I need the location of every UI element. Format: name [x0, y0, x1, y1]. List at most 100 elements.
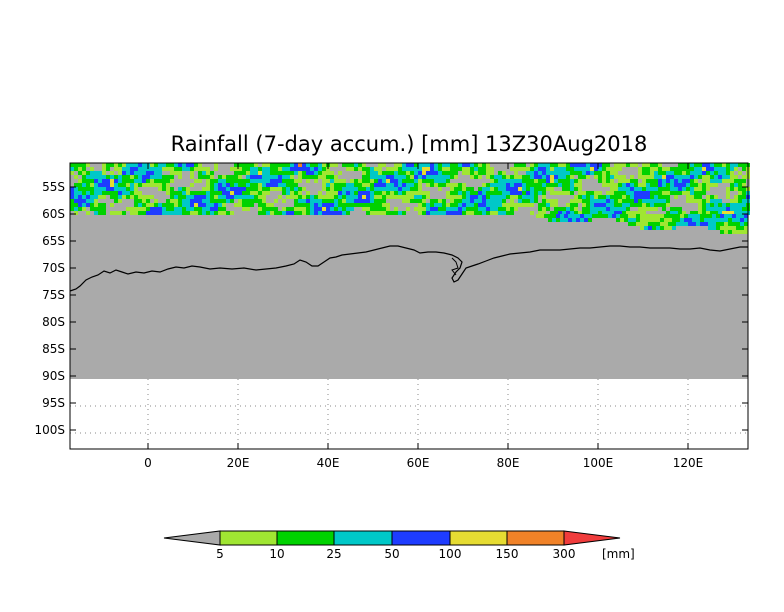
rain-cell [106, 175, 110, 179]
rain-cell [234, 211, 238, 215]
rain-cell [566, 203, 570, 207]
colorbar-segment [449, 530, 508, 546]
rain-cell [158, 199, 162, 203]
rain-cell [744, 226, 748, 230]
rain-cell [602, 179, 606, 183]
rain-cell [386, 183, 390, 187]
rain-cell [670, 199, 674, 203]
rain-cell [402, 183, 406, 187]
rain-cell [550, 171, 554, 175]
rain-cell [390, 175, 394, 179]
rain-cell [606, 199, 610, 203]
rain-cell [662, 183, 666, 187]
rain-cell [214, 199, 218, 203]
rain-cell [430, 203, 434, 207]
rain-cell [640, 222, 644, 226]
rain-cell [382, 183, 386, 187]
rain-cell [542, 183, 546, 187]
rain-cell [706, 203, 710, 207]
rain-cell [482, 167, 486, 171]
rain-cell [618, 187, 622, 191]
rain-cell [170, 183, 174, 187]
rain-cell [642, 199, 646, 203]
rain-cell [644, 222, 648, 226]
rain-cell [466, 183, 470, 187]
rain-cell [634, 207, 638, 211]
rain-cell [450, 195, 454, 199]
rain-cell [558, 203, 562, 207]
rain-cell [568, 218, 572, 222]
rain-cell [186, 195, 190, 199]
rain-cell [226, 167, 230, 171]
colorbar-label: 5 [216, 547, 224, 561]
rain-cell [652, 222, 656, 226]
rain-cell [586, 163, 590, 167]
rain-cell [522, 195, 526, 199]
rain-cell [502, 167, 506, 171]
rain-cell [626, 191, 630, 195]
rain-cell [138, 187, 142, 191]
rain-cell [206, 179, 210, 183]
rain-cell [142, 163, 146, 167]
rain-cell [704, 214, 708, 218]
rain-cell [402, 199, 406, 203]
rain-cell [692, 214, 696, 218]
rain-cell [606, 179, 610, 183]
rain-cell [430, 167, 434, 171]
rain-cell [250, 191, 254, 195]
rain-cell [278, 183, 282, 187]
rain-cell [82, 187, 86, 191]
rain-cell [742, 203, 746, 207]
rain-cell [710, 167, 714, 171]
rain-cell [530, 211, 534, 215]
rain-cell [250, 199, 254, 203]
rain-cell [190, 183, 194, 187]
rain-cell [310, 191, 314, 195]
rain-cell [534, 179, 538, 183]
rain-cell [274, 167, 278, 171]
rain-cell [414, 199, 418, 203]
rain-cell [646, 187, 650, 191]
rain-cell [590, 211, 594, 215]
rain-cell [390, 199, 394, 203]
rain-cell [650, 187, 654, 191]
rain-cell [586, 171, 590, 175]
rain-cell [306, 183, 310, 187]
rain-cell [552, 218, 556, 222]
rain-cell [322, 163, 326, 167]
rain-cell [298, 207, 302, 211]
rain-cell [506, 191, 510, 195]
rain-cell [318, 199, 322, 203]
rain-cell [298, 171, 302, 175]
rain-cell [106, 199, 110, 203]
rain-cell [298, 191, 302, 195]
rain-cell [466, 195, 470, 199]
rain-cell [326, 187, 330, 191]
rain-cell [582, 183, 586, 187]
rain-cell [186, 191, 190, 195]
rain-cell [182, 183, 186, 187]
rain-cell [550, 179, 554, 183]
rain-cell [362, 203, 366, 207]
rain-cell [612, 214, 616, 218]
rain-cell [254, 179, 258, 183]
rain-cell [306, 211, 310, 215]
rain-cell [422, 191, 426, 195]
rain-cell [718, 199, 722, 203]
rain-cell [286, 167, 290, 171]
rain-cell [652, 218, 656, 222]
rain-cell [78, 183, 82, 187]
rain-cell [430, 207, 434, 211]
rain-cell [430, 179, 434, 183]
rain-cell [570, 199, 574, 203]
rain-cell [626, 183, 630, 187]
rain-cell [470, 163, 474, 167]
rain-cell [620, 214, 624, 218]
rain-cell [458, 195, 462, 199]
rain-cell [134, 207, 138, 211]
rain-cell [654, 183, 658, 187]
rain-cell [138, 203, 142, 207]
rain-cell [210, 183, 214, 187]
rain-cell [210, 195, 214, 199]
rain-cell [646, 163, 650, 167]
